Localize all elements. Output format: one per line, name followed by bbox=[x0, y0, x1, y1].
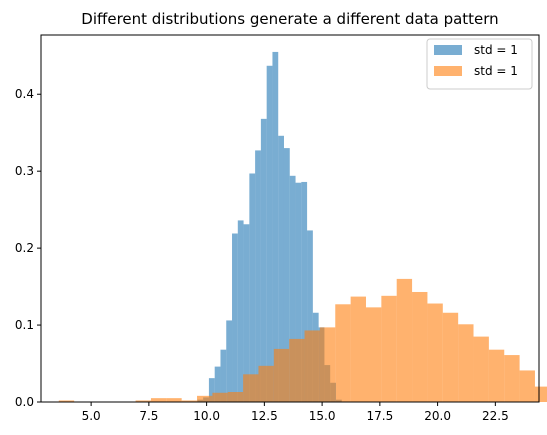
histogram-bar bbox=[304, 330, 320, 402]
x-tick-label: 17.5 bbox=[366, 409, 393, 423]
histogram-bar bbox=[58, 400, 75, 402]
histogram-bar bbox=[243, 224, 250, 402]
histogram-bar bbox=[226, 320, 233, 402]
histogram-bar bbox=[350, 296, 366, 402]
x-tick-label: 12.5 bbox=[251, 409, 278, 423]
x-tick-label: 10.0 bbox=[193, 409, 220, 423]
x-tick-label: 7.5 bbox=[139, 409, 158, 423]
histogram-bar bbox=[273, 348, 290, 402]
histogram-bar bbox=[412, 291, 428, 402]
histogram-bar bbox=[214, 366, 221, 402]
series-std-1-orange-bars bbox=[58, 278, 547, 402]
histogram-bar bbox=[365, 307, 382, 402]
x-tick-label: 22.5 bbox=[482, 409, 509, 423]
x-axis: 5.0 7.5 10.0 12.5 15.0 17.5 20.0 22.5 bbox=[82, 402, 509, 423]
histogram-bar bbox=[504, 355, 520, 402]
plot-area-frame bbox=[40, 34, 540, 403]
histogram-bar bbox=[473, 336, 489, 402]
legend: std = 1 std = 1 bbox=[426, 38, 533, 90]
histogram-bar bbox=[255, 150, 261, 402]
x-tick-label: 15.0 bbox=[309, 409, 336, 423]
histogram-bar bbox=[150, 398, 167, 402]
histogram-bar bbox=[458, 324, 474, 402]
legend-label: std = 1 bbox=[474, 64, 518, 78]
histogram-bar bbox=[197, 395, 213, 402]
histogram-bar bbox=[260, 118, 267, 403]
histogram-bar bbox=[396, 278, 413, 402]
y-tick-label: 0.2 bbox=[15, 241, 34, 255]
legend-swatch bbox=[434, 66, 462, 76]
histogram-bar bbox=[534, 386, 547, 402]
histogram-bar bbox=[227, 392, 244, 402]
histogram-bar bbox=[519, 370, 535, 402]
legend-swatch bbox=[434, 45, 462, 55]
histogram-bar bbox=[289, 338, 305, 402]
histogram-bar bbox=[295, 182, 302, 402]
histogram-bar bbox=[243, 374, 259, 402]
histogram-bar bbox=[220, 349, 227, 402]
histogram-bar bbox=[335, 304, 351, 402]
histogram-bar bbox=[289, 175, 296, 402]
histogram-bar bbox=[272, 51, 279, 403]
y-tick-label: 0.0 bbox=[15, 395, 34, 409]
y-tick-label: 0.4 bbox=[15, 87, 34, 101]
histogram-bar bbox=[266, 65, 273, 402]
histogram-bar bbox=[232, 233, 238, 402]
chart-title: Different distributions generate a diffe… bbox=[81, 10, 498, 28]
histogram-bar bbox=[249, 173, 256, 402]
y-tick-label: 0.1 bbox=[15, 318, 34, 332]
histogram-bar bbox=[181, 400, 198, 402]
histogram-bar bbox=[278, 135, 284, 403]
histogram-bar bbox=[381, 295, 397, 402]
histogram-bar bbox=[237, 220, 244, 402]
histogram-bar bbox=[135, 400, 151, 402]
histogram-bar bbox=[212, 392, 228, 402]
histogram-bar bbox=[208, 378, 215, 402]
histogram-bar bbox=[166, 398, 182, 402]
histogram-bar bbox=[488, 349, 505, 402]
legend-label: std = 1 bbox=[474, 43, 518, 57]
series-std-1-blue-bars bbox=[197, 51, 342, 403]
y-axis: 0.0 0.1 0.2 0.3 0.4 bbox=[15, 87, 41, 409]
x-tick-label: 20.0 bbox=[424, 409, 451, 423]
x-tick-label: 5.0 bbox=[82, 409, 101, 423]
y-tick-label: 0.3 bbox=[15, 164, 34, 178]
histogram-bar bbox=[307, 230, 313, 402]
histogram-bar bbox=[258, 365, 274, 402]
histogram-bar bbox=[301, 181, 308, 402]
histogram-bar bbox=[427, 303, 443, 402]
histogram-bar bbox=[319, 327, 336, 402]
histogram-bar bbox=[442, 312, 459, 402]
histogram-bar bbox=[283, 148, 290, 402]
